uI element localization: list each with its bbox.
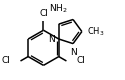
Text: Cl: Cl — [39, 9, 48, 18]
Text: Cl: Cl — [2, 56, 11, 65]
Text: N: N — [70, 48, 76, 57]
Text: NH$_2$: NH$_2$ — [50, 3, 68, 15]
Text: CH$_3$: CH$_3$ — [87, 25, 104, 38]
Text: Cl: Cl — [76, 56, 85, 65]
Text: N: N — [48, 34, 55, 44]
